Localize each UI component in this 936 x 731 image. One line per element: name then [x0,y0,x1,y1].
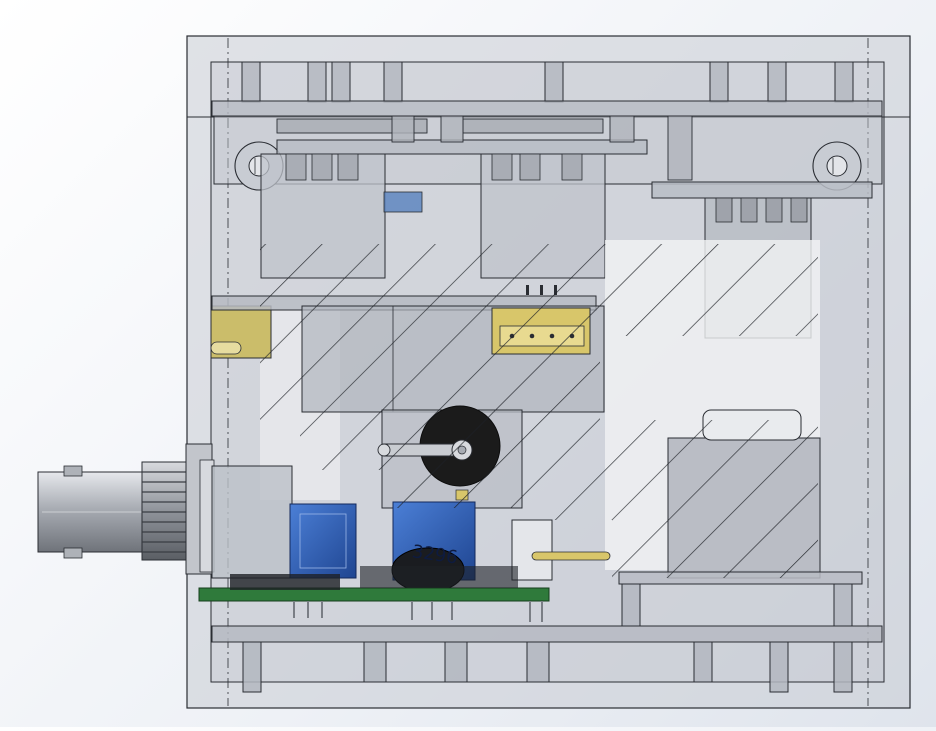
upper-shelf-right [651,181,873,199]
top-plate [211,100,883,117]
small-blue-component [383,191,423,213]
section-hatch [260,244,818,578]
connector-pins-right [715,197,808,223]
vertical-post-1 [391,115,415,143]
vertical-post-2 [440,115,464,143]
lower-shelf-posts [621,583,853,627]
top-rail-right [462,118,604,134]
vertical-post-4 [667,115,693,181]
bottom-plate [211,625,883,643]
vertical-post-3 [609,115,635,143]
slide-switch [511,519,611,581]
bottom-standoffs [242,641,853,693]
bnc-connector [37,443,215,575]
mounting-hole-right [812,141,862,191]
bnc-mount-block [211,465,293,579]
pcb [198,566,550,622]
trimmer-small [289,503,357,579]
top-rail-left [276,118,428,134]
top-standoffs [241,61,854,103]
